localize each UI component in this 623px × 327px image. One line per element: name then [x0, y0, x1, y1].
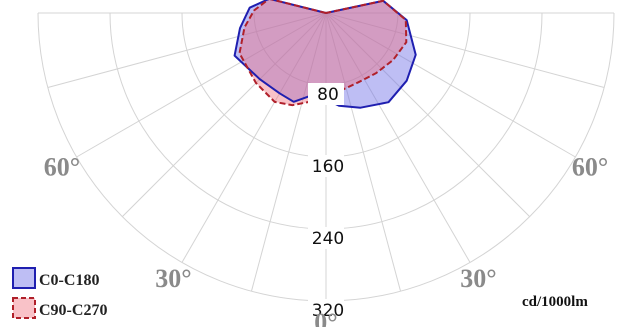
legend-swatch-c90-c270	[12, 297, 36, 319]
grid-spoke	[47, 12, 327, 89]
legend-swatch-c0-c180	[12, 267, 36, 289]
unit-label: cd/1000lm	[522, 294, 588, 310]
radial-tick-label-240: 240	[312, 229, 344, 249]
radial-tick-label-80: 80	[317, 85, 339, 105]
tick-label-bg	[308, 299, 344, 321]
grid-spoke	[325, 12, 471, 263]
grid-spoke	[250, 12, 327, 292]
legend: C0-C180 C90-C270	[12, 267, 107, 319]
legend-label-c90-c270: C90-C270	[39, 302, 107, 319]
radial-tick-labels: 80 160 240 320	[308, 83, 344, 321]
angle-label-left-60: 60°	[44, 153, 80, 182]
tick-label-bg	[308, 155, 344, 177]
grid-spoke	[121, 12, 327, 218]
angle-label-right-60: 60°	[572, 153, 608, 182]
legend-item-c0-c180: C0-C180	[12, 267, 99, 289]
series-area-c0-c180	[234, 0, 416, 108]
grid-spoke	[325, 12, 605, 89]
angle-label-right-30: 30°	[460, 264, 496, 293]
polar-grid	[37, 12, 615, 302]
legend-item-c90-c270: C90-C270	[12, 297, 107, 319]
grid-spoke	[325, 12, 576, 158]
tick-label-bg	[308, 83, 344, 105]
radial-tick-label-160: 160	[312, 157, 344, 177]
angle-label-0: 0°	[314, 308, 337, 327]
radial-tick-label-320: 320	[312, 301, 344, 321]
angle-label-left-30: 30°	[155, 264, 191, 293]
angle-labels: 60° 30° 0° 30° 60°	[44, 153, 609, 327]
grid-spoke	[325, 12, 402, 292]
grid-spoke	[181, 12, 327, 263]
tick-label-bg	[308, 227, 344, 249]
grid-spoke	[325, 12, 531, 218]
grid-spoke	[76, 12, 327, 158]
legend-label-c0-c180: C0-C180	[39, 272, 99, 289]
